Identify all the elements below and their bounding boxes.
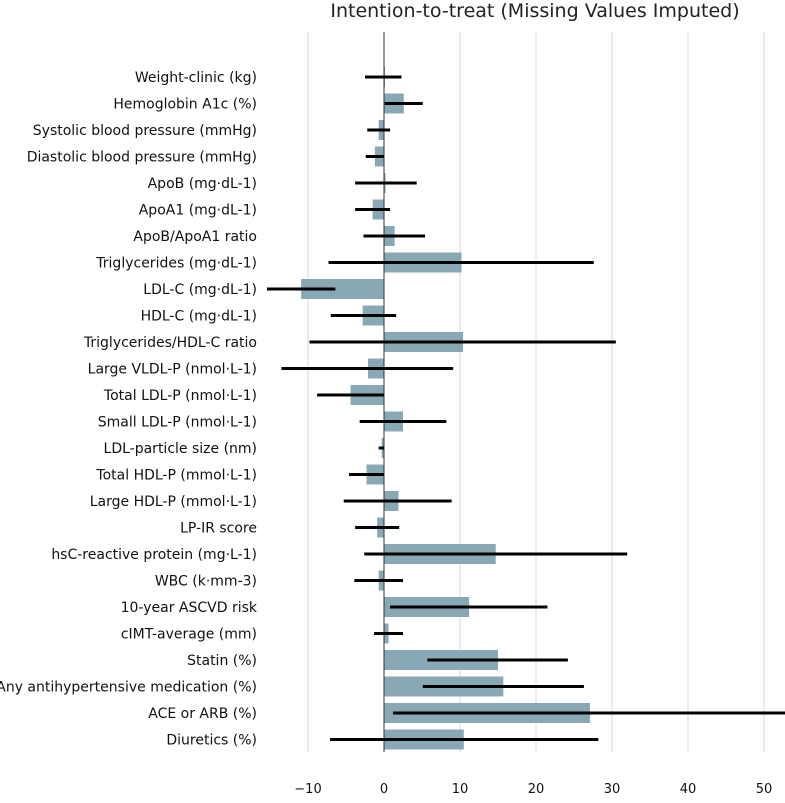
bars: [301, 67, 590, 750]
category-label: ApoA1 (mg·dL-1): [139, 203, 257, 219]
confidence-intervals: [266, 75, 785, 741]
category-label: Any antihypertensive medication (%): [0, 680, 257, 696]
category-label: ApoB (mg·dL-1): [148, 176, 257, 192]
category-label: 10-year ASCVD risk: [121, 600, 258, 616]
category-label: Large VLDL-P (nmol·L-1): [88, 362, 257, 378]
category-label: WBC (k·mm-3): [155, 574, 257, 590]
chart-title: Intention-to-treat (Missing Values Imput…: [330, 0, 739, 22]
category-label: Statin (%): [187, 653, 257, 669]
category-label: Weight-clinic (kg): [135, 70, 257, 86]
category-label: Total LDL-P (nmol·L-1): [103, 388, 257, 404]
category-label: LDL-C (mg·dL-1): [143, 282, 257, 298]
category-labels: Weight-clinic (kg) Hemoglobin A1c (%) Syst…: [0, 70, 258, 749]
grid-lines: [307, 32, 765, 752]
category-label: LDL-particle size (nm): [104, 441, 257, 457]
category-label: Systolic blood pressure (mmHg): [33, 123, 257, 139]
category-label: Small LDL-P (nmol·L-1): [98, 415, 257, 431]
x-tick-label: −10: [294, 782, 321, 797]
category-label: Diastolic blood pressure (mmHg): [27, 150, 257, 166]
category-label: HDL-C (mg·dL-1): [141, 309, 257, 325]
category-label: Diuretics (%): [166, 733, 257, 749]
x-tick-label: 30: [604, 782, 621, 797]
bar: [301, 279, 384, 299]
category-label: ApoB/ApoA1 ratio: [133, 229, 257, 245]
x-tick-label: 50: [756, 782, 773, 797]
category-label: Triglycerides/HDL-C ratio: [83, 335, 257, 351]
category-label: Total HDL-P (mmol·L-1): [95, 468, 257, 484]
category-label: Hemoglobin A1c (%): [113, 97, 257, 113]
category-label: Triglycerides (mg·dL-1): [95, 256, 257, 272]
x-tick-label: 20: [528, 782, 545, 797]
x-tick-label: 0: [380, 782, 388, 797]
category-label: ACE or ARB (%): [148, 706, 257, 722]
category-label: cIMT-average (mm): [121, 627, 257, 643]
x-tick-labels: −10 0 10 20 30 40 50: [294, 782, 772, 797]
category-label: Large HDL-P (mmol·L-1): [90, 494, 257, 510]
x-tick-label: 40: [680, 782, 697, 797]
x-tick-label: 10: [452, 782, 469, 797]
category-label: LP-IR score: [180, 521, 257, 537]
category-label: hsC-reactive protein (mg·L-1): [51, 547, 257, 563]
